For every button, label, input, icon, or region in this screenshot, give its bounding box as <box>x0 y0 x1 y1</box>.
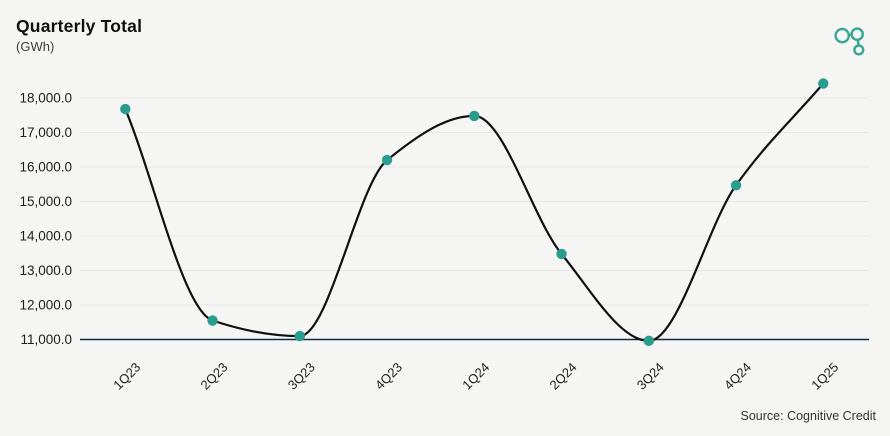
y-tick-label: 15,000.0 <box>19 194 72 209</box>
x-tick-label: 1Q24 <box>459 360 492 393</box>
x-tick-label: 2Q23 <box>198 360 231 393</box>
data-point[interactable] <box>643 335 654 347</box>
logo-circle-medium <box>850 27 865 42</box>
data-point[interactable] <box>120 103 131 115</box>
data-point[interactable] <box>556 248 567 260</box>
y-tick-label: 17,000.0 <box>19 125 72 140</box>
data-point[interactable] <box>294 330 305 342</box>
chart-unit-label: (GWh) <box>16 39 55 55</box>
data-point[interactable] <box>469 110 480 122</box>
trend-line <box>124 82 825 343</box>
data-point[interactable] <box>730 180 742 191</box>
x-tick-label: 4Q24 <box>721 360 754 393</box>
data-point[interactable] <box>818 78 829 89</box>
source-note: Source: Cognitive Credit <box>740 409 876 423</box>
x-tick-label: 1Q25 <box>808 360 841 393</box>
logo-circle-small <box>853 44 865 56</box>
y-tick-label: 18,000.0 <box>19 91 72 106</box>
x-tick-label: 1Q23 <box>110 360 143 393</box>
x-tick-label: 3Q23 <box>285 360 318 393</box>
y-tick-label: 14,000.0 <box>19 229 72 244</box>
cognitive-credit-logo-icon <box>834 27 865 56</box>
y-tick-label: 13,000.0 <box>19 263 72 278</box>
x-tick-label: 2Q24 <box>547 360 580 393</box>
y-tick-label: 16,000.0 <box>19 160 72 175</box>
data-point[interactable] <box>207 315 218 326</box>
y-tick-label: 11,000.0 <box>20 332 72 347</box>
x-tick-label: 4Q23 <box>372 360 405 393</box>
chart-title: Quarterly Total <box>16 16 143 36</box>
x-tick-label: 3Q24 <box>634 360 667 393</box>
data-point[interactable] <box>381 154 393 166</box>
chart-header: Quarterly Total (GWh) <box>16 16 142 54</box>
logo-circle-large <box>834 27 850 44</box>
y-tick-label: 12,000.0 <box>19 298 72 313</box>
